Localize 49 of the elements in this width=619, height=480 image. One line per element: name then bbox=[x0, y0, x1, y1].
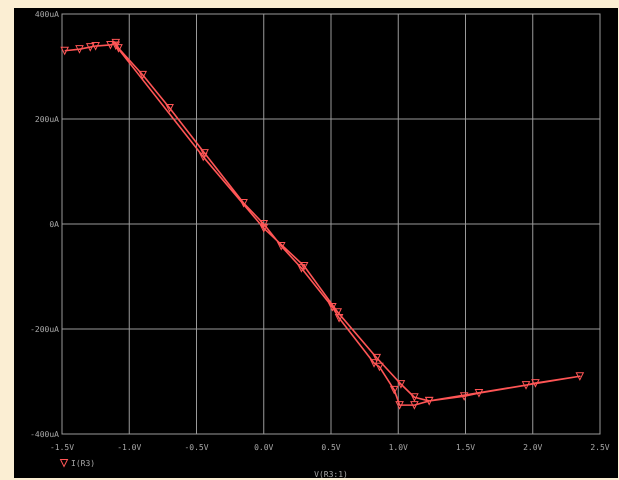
y-tick-label: 400uA bbox=[34, 10, 60, 19]
point bbox=[199, 152, 208, 161]
point bbox=[531, 379, 540, 388]
point bbox=[277, 242, 286, 250]
point bbox=[297, 264, 306, 272]
point bbox=[474, 389, 483, 398]
legend-label: I(R3) bbox=[71, 459, 96, 468]
point bbox=[410, 401, 418, 410]
x-tick-label: 1.5V bbox=[456, 443, 476, 452]
x-axis-title: V(R3:1) bbox=[314, 470, 348, 479]
point bbox=[60, 46, 69, 55]
point bbox=[300, 262, 308, 270]
x-tick-label: -1.0V bbox=[117, 443, 142, 452]
point bbox=[86, 43, 94, 52]
y-tick-label: -200uA bbox=[30, 325, 60, 334]
point bbox=[328, 302, 336, 311]
point bbox=[396, 380, 405, 388]
point bbox=[240, 199, 248, 207]
x-tick-label: 0.0V bbox=[254, 443, 274, 452]
y-tick-label: -400uA bbox=[30, 430, 60, 439]
x-tick-label: 2.5V bbox=[590, 443, 610, 452]
point bbox=[260, 224, 268, 232]
y-tick-label: 0A bbox=[49, 220, 60, 229]
point bbox=[166, 104, 174, 112]
point bbox=[75, 45, 84, 54]
x-tick-label: -0.5V bbox=[184, 443, 209, 452]
point bbox=[375, 362, 384, 371]
point bbox=[460, 392, 468, 400]
point bbox=[112, 42, 120, 50]
point bbox=[106, 40, 114, 49]
point bbox=[396, 401, 404, 410]
x-tick-label: 0.5V bbox=[321, 443, 341, 452]
point bbox=[410, 393, 418, 402]
point bbox=[372, 354, 381, 362]
point bbox=[260, 220, 268, 228]
point bbox=[200, 149, 209, 158]
y-tick-label: 200uA bbox=[34, 115, 60, 124]
point bbox=[522, 381, 530, 390]
x-tick-label: 2.0V bbox=[523, 443, 543, 452]
point bbox=[112, 38, 120, 47]
point bbox=[370, 359, 378, 368]
point bbox=[390, 386, 398, 394]
point bbox=[335, 314, 344, 322]
point bbox=[576, 372, 584, 380]
x-tick-label: -1.5V bbox=[50, 443, 74, 452]
point bbox=[138, 70, 147, 79]
x-tick-label: 1.0V bbox=[388, 443, 408, 452]
point bbox=[92, 42, 100, 50]
point bbox=[114, 44, 122, 52]
